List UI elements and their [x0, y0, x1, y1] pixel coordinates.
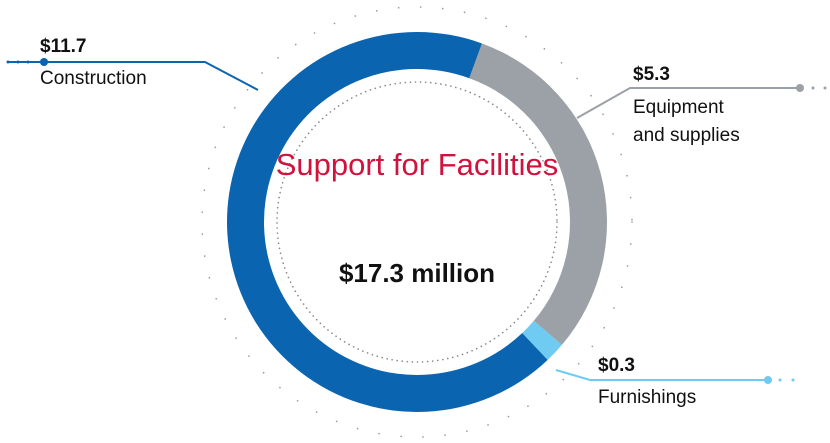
leader-line: [555, 369, 768, 381]
leader-dot: [26, 60, 30, 64]
chart-title: Support for Facilities: [276, 147, 559, 182]
donut-segment: [227, 32, 548, 413]
outer-dots: [201, 6, 633, 438]
value-label: $5.3: [633, 64, 670, 85]
leader-line: [576, 87, 800, 119]
leader-dot: [16, 60, 20, 64]
leader-dot: [811, 86, 815, 90]
leader-dot: [791, 378, 795, 382]
category-label: Equipment and supplies: [633, 97, 740, 146]
donut-segment: [522, 320, 562, 360]
category-label: Construction: [40, 68, 147, 89]
leader-dot: [764, 376, 772, 384]
leader-dot: [823, 86, 827, 90]
value-label: $0.3: [598, 355, 635, 376]
leader-dot: [40, 58, 48, 66]
inner-dots: [276, 81, 558, 363]
donut-segment: [469, 43, 608, 345]
leader-dot: [796, 84, 804, 92]
leader-line: [8, 61, 259, 91]
value-label: $11.7: [40, 36, 87, 57]
leader-dot: [778, 378, 782, 382]
category-label: Furnishings: [598, 387, 696, 408]
total-label: $17.3 million: [339, 258, 495, 288]
leader-dot: [6, 60, 10, 64]
